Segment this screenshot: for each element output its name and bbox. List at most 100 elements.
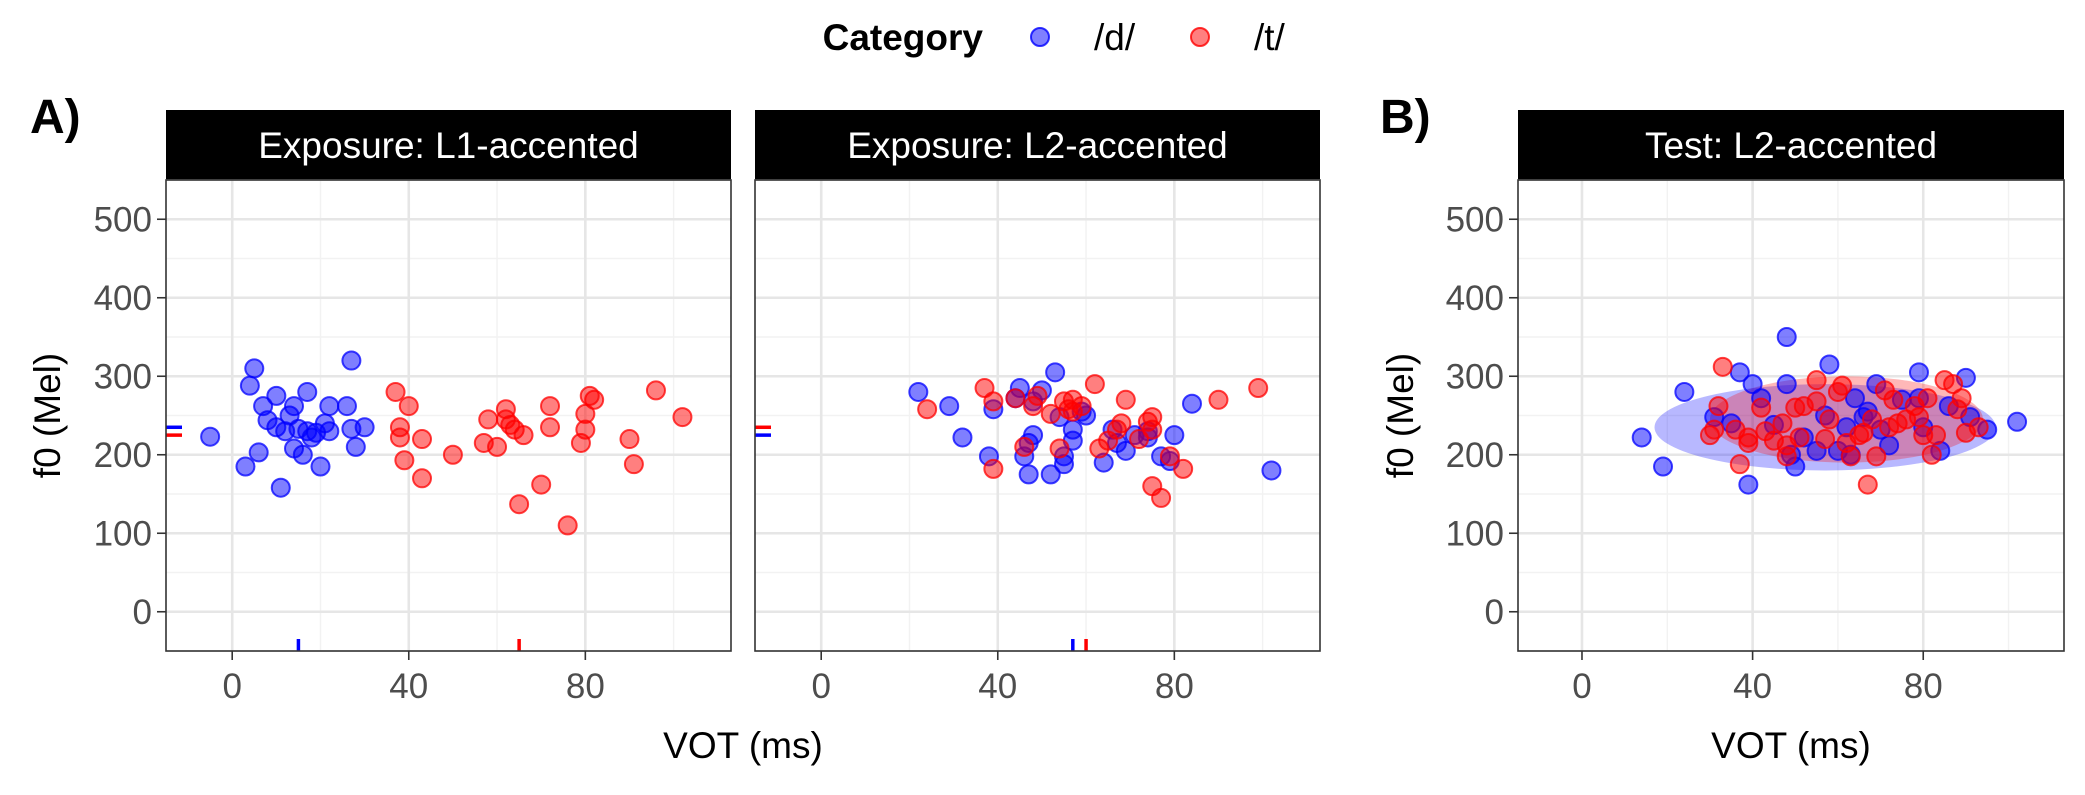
point-d [336,396,357,417]
x-tick-label: 0 [222,667,241,706]
point-d [270,477,291,498]
point-t [584,389,605,410]
point-t [1712,356,1733,377]
x-axis-title-a: VOT (ms) [663,725,823,766]
y-tick-label: 100 [1446,514,1504,553]
point-t [1738,427,1759,448]
point-t [1208,389,1229,410]
point-t [619,429,640,450]
point-t [1049,438,1070,459]
panel-title-exposure-l1: Exposure: L1-accented [258,125,639,166]
point-t [398,396,419,417]
point-t [983,458,1004,479]
panel-exposure-l1: Exposure: L1-accented 0 40 80 0 100 200 300 400… [27,110,732,706]
point-t [1751,397,1772,418]
point-t [394,450,415,471]
x-axis-title-b: VOT (ms) [1711,725,1871,766]
x-tick-label: 80 [566,667,605,706]
point-d [1164,425,1185,446]
point-d [239,375,260,396]
point-d [244,358,265,379]
panel-tag-b: B) [1380,91,1431,144]
point-d [1776,374,1797,395]
y-tick-label: 500 [94,200,152,239]
point-d [1181,393,1202,414]
y-tick-label: 300 [1446,357,1504,396]
point-t [557,515,578,536]
y-tick-label: 400 [1446,279,1504,318]
point-t [412,429,433,450]
point-d [341,350,362,371]
point-t [1883,389,1904,410]
x-tick-label: 80 [1904,667,1943,706]
point-d [2007,411,2028,432]
panel-tag-a: A) [30,91,81,144]
point-d [1018,464,1039,485]
point-t [1789,427,1810,448]
point-d [266,385,287,406]
point-t [1866,446,1887,467]
point-t [487,436,508,457]
legend-key-d [1030,27,1050,47]
point-t [1968,417,1989,438]
point-d [310,456,331,477]
point-d [1261,460,1282,481]
panel-border [1517,179,2065,652]
point-d [1115,440,1136,461]
point-d [248,442,269,463]
point-d [1674,381,1695,402]
point-t [1129,429,1150,450]
point-t [1806,391,1827,412]
point-d [1045,362,1066,383]
strip-exposure-l2 [755,110,1320,180]
y-tick-label: 200 [94,436,152,475]
point-d [1062,419,1083,440]
y-axis-title: f0 (Mel) [1380,353,1421,478]
point-t [1729,454,1750,475]
point-d [235,456,256,477]
point-t [1173,458,1194,479]
legend-label-d: /d/ [1094,17,1136,58]
panel-title-test-l2: Test: L2-accented [1645,125,1937,166]
point-t [531,474,552,495]
point-d [284,396,305,417]
point-t [1071,396,1092,417]
point-t [1005,388,1026,409]
y-tick-label: 0 [1485,593,1504,632]
point-t [1027,385,1048,406]
x-tick-label: 0 [811,667,830,706]
point-t [1708,396,1729,417]
panel-title-exposure-l2: Exposure: L2-accented [847,125,1228,166]
point-t [1815,429,1836,450]
point-d [297,381,318,402]
point-t [1862,409,1883,430]
point-t [478,409,499,430]
point-t [1840,446,1861,467]
point-t [412,468,433,489]
point-d [1844,388,1865,409]
x-tick-label: 40 [389,667,428,706]
strip-exposure-l1 [166,110,731,180]
point-d [319,421,340,442]
point-d [908,381,929,402]
y-tick-label: 400 [94,279,152,318]
point-t [385,381,406,402]
point-d [1631,427,1652,448]
point-d [1819,354,1840,375]
point-t [1857,474,1878,495]
y-tick-label: 0 [133,593,152,632]
point-t [645,380,666,401]
point-t [1151,487,1172,508]
x-tick-label: 40 [1733,667,1772,706]
legend-title: Category [823,17,984,58]
point-d [1653,456,1674,477]
point-d [1040,464,1061,485]
x-tick-label: 0 [1572,667,1591,706]
point-t [983,391,1004,412]
point-d [345,436,366,457]
point-d [1738,474,1759,495]
point-t [540,396,561,417]
panel-exposure-l2: Exposure: L2-accented 0 40 80 [754,110,1321,706]
point-t [672,407,693,428]
